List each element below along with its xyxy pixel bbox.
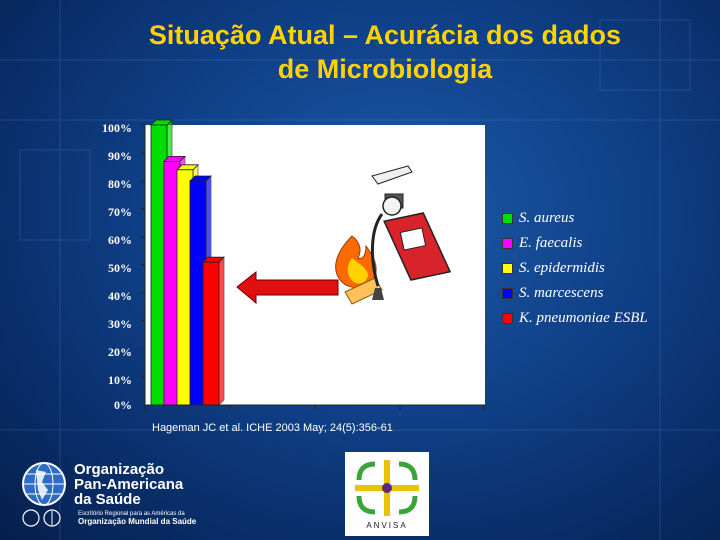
anvisa-emblem <box>355 460 419 516</box>
opas-line-1: Organização <box>74 461 165 478</box>
legend-item: K. pneumoniae ESBL <box>502 306 712 331</box>
legend-swatch <box>502 263 513 274</box>
opas-sub-line-2: Organização Mundial da Saúde <box>78 517 197 526</box>
title-line-1: Situação Atual – Acurácia dos dados <box>148 20 622 50</box>
y-tick-label: 80% <box>108 177 132 191</box>
y-tick-label: 20% <box>108 345 132 359</box>
citation-text: Hageman JC et al. ICHE 2003 May; 24(5):3… <box>152 422 393 434</box>
y-tick-label: 100% <box>102 121 132 135</box>
slide-title: Situação Atual – Acurácia dos dados de M… <box>0 18 720 86</box>
opas-name: Organização Pan-Americana da Saúde <box>74 462 183 507</box>
legend-item: S. aureus <box>502 206 712 231</box>
opas-sub-line-1: Escritório Regional para as Américas da <box>78 511 185 517</box>
opas-logo: Organização Pan-Americana da Saúde Escri… <box>20 460 250 530</box>
y-tick-label: 40% <box>108 289 132 303</box>
anvisa-logo: ANVISA <box>345 452 429 536</box>
opas-subtitle: Escritório Regional para as Américas da … <box>78 510 196 527</box>
legend-swatch <box>502 213 513 224</box>
fire-extinguisher-icon: × <box>370 165 452 300</box>
y-tick-label: 30% <box>108 317 132 331</box>
legend-label: E. faecalis <box>519 235 583 251</box>
legend-swatch <box>502 288 513 299</box>
y-tick-label: 60% <box>108 233 132 247</box>
chart-legend: S. aureus E. faecalis S. epidermidis S. … <box>502 206 712 331</box>
legend-label: S. aureus <box>519 210 575 226</box>
globe-icon <box>22 462 66 506</box>
flame-icon <box>335 235 383 305</box>
anvisa-label: ANVISA <box>366 521 408 530</box>
legend-swatch <box>502 238 513 249</box>
legend-label: S. epidermidis <box>519 260 605 276</box>
legend-swatch <box>502 313 513 324</box>
legend-item: E. faecalis <box>502 231 712 256</box>
y-axis-ticks <box>141 124 145 378</box>
legend-label: S. marcescens <box>519 285 604 301</box>
opas-line-3: da Saúde <box>74 491 141 508</box>
opas-line-2: Pan-Americana <box>74 476 184 493</box>
y-tick-label: 10% <box>108 373 132 387</box>
y-tick-label: 90% <box>108 149 132 163</box>
legend-label: K. pneumoniae ESBL <box>519 310 648 326</box>
who-emblems <box>22 509 61 527</box>
y-tick-label: 50% <box>108 261 132 275</box>
x-axis-ticks <box>144 405 485 410</box>
title-line-2: de Microbiologia <box>277 54 493 84</box>
y-tick-label: 0% <box>114 398 132 412</box>
legend-item: S. marcescens <box>502 281 712 306</box>
y-tick-label: 70% <box>108 205 132 219</box>
bar-k-pneumoniae-esbl <box>202 256 225 406</box>
svg-text:×: × <box>420 241 428 257</box>
red-arrow-icon <box>236 270 339 305</box>
legend-item: S. epidermidis <box>502 256 712 281</box>
